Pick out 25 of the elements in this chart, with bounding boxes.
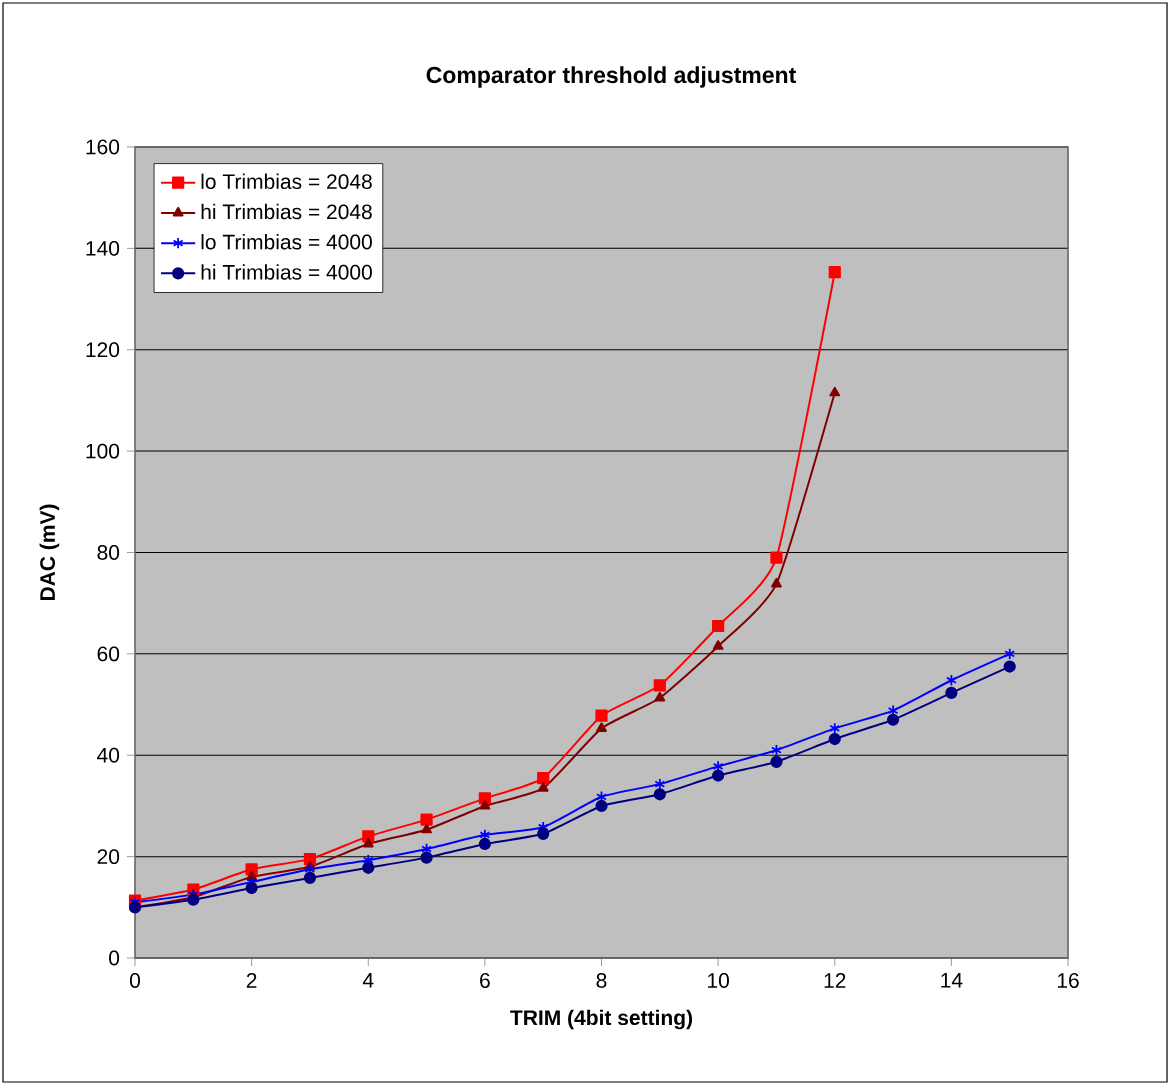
x-axis-title: TRIM (4bit setting)	[510, 1009, 693, 1030]
x-tick-label: 16	[1057, 973, 1079, 988]
legend-label: lo Trimbias = 2048	[201, 173, 372, 190]
y-tick-label: 60	[97, 646, 120, 662]
legend-label: lo Trimbias = 4000	[201, 234, 372, 250]
legend-label: hi Trimbias = 4000	[201, 264, 372, 280]
chart-title: Comparator threshold adjustment	[426, 66, 796, 88]
y-tick-label: 160	[86, 139, 120, 155]
y-tick-label: 40	[97, 747, 120, 763]
x-tick-label: 0	[129, 973, 141, 988]
y-tick-label: 0	[109, 950, 120, 966]
y-axis-title: DAC (mV)	[39, 504, 60, 601]
x-tick-label: 8	[596, 973, 607, 988]
y-tick-label: 140	[86, 240, 120, 256]
x-tick-label: 2	[246, 973, 257, 988]
x-tick-label: 6	[480, 973, 490, 988]
y-tick-label: 120	[86, 342, 120, 358]
x-tick-label: 4	[362, 973, 374, 988]
y-tick-label: 20	[97, 849, 120, 865]
x-tick-label: 12	[824, 973, 846, 988]
legend-label: hi Trimbias = 2048	[201, 203, 372, 220]
y-tick-label: 80	[97, 545, 120, 560]
x-tick-label: 10	[708, 973, 729, 988]
y-tick-label: 100	[86, 443, 120, 459]
x-tick-label: 14	[941, 973, 963, 988]
